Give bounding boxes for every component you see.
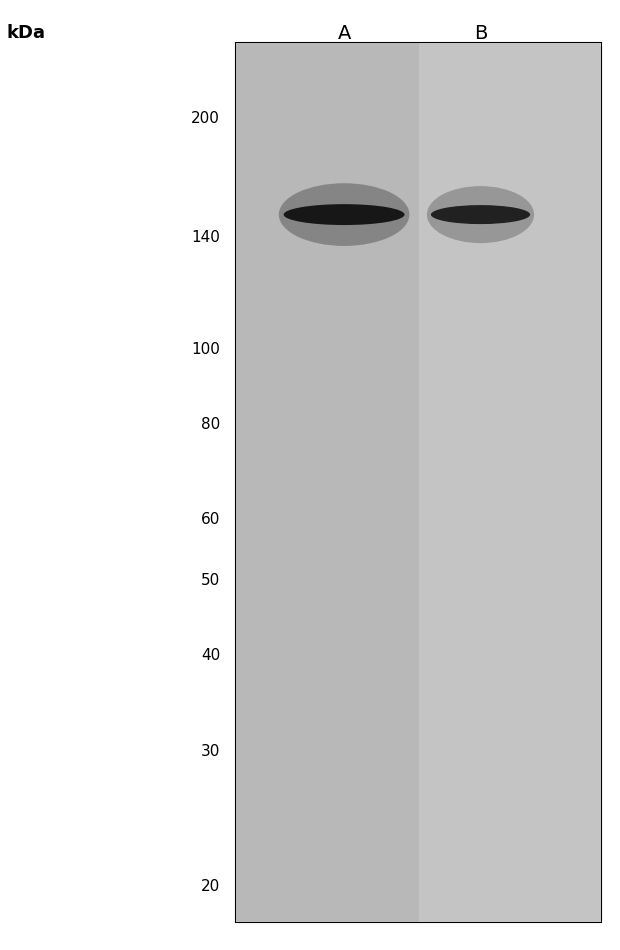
- Text: 50: 50: [201, 573, 220, 588]
- Ellipse shape: [284, 204, 404, 225]
- Text: 30: 30: [201, 744, 220, 758]
- Text: 200: 200: [191, 111, 220, 126]
- Ellipse shape: [279, 183, 409, 246]
- Text: 80: 80: [201, 417, 220, 431]
- Bar: [418, 43, 601, 921]
- Bar: [236, 43, 601, 921]
- Text: 140: 140: [191, 230, 220, 245]
- Text: A: A: [337, 24, 351, 43]
- Ellipse shape: [427, 186, 534, 243]
- Text: 60: 60: [201, 512, 220, 527]
- Bar: [236, 43, 418, 921]
- Text: kDa: kDa: [6, 24, 45, 42]
- Text: 40: 40: [201, 648, 220, 663]
- Text: B: B: [474, 24, 487, 43]
- Text: 100: 100: [191, 342, 220, 357]
- Ellipse shape: [431, 205, 530, 224]
- Text: 20: 20: [201, 879, 220, 894]
